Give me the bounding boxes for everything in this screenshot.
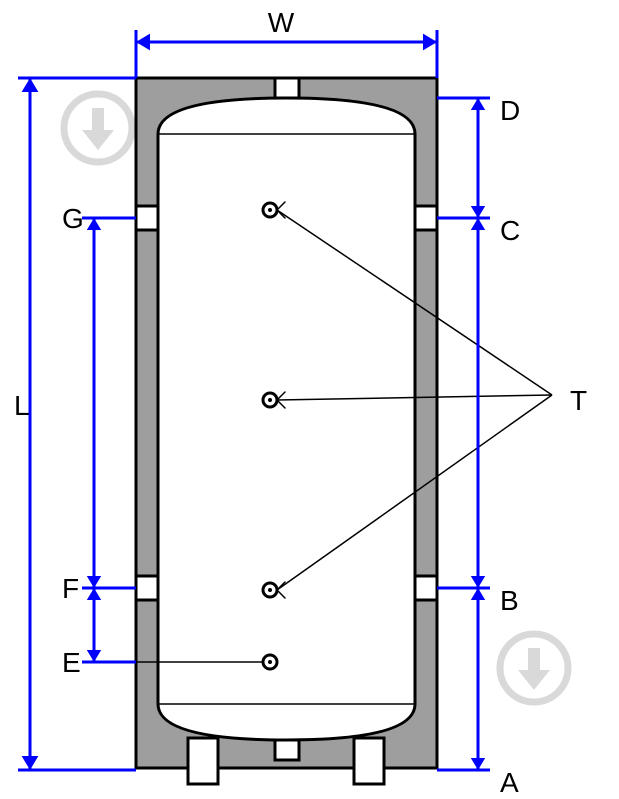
label-E: E [62, 647, 81, 678]
tank-body [158, 98, 415, 740]
label-B: B [500, 585, 519, 616]
port-nipple-bottom [275, 740, 299, 760]
diagram-stage: T W L D C B A G F E [0, 0, 619, 799]
tank-foot [354, 738, 384, 784]
label-G: G [62, 203, 84, 234]
tank-foot [188, 738, 218, 784]
label-A: A [500, 767, 519, 798]
port-nipple-top [275, 78, 299, 98]
label-T: T [570, 385, 587, 416]
label-F: F [62, 573, 79, 604]
diagram-svg: T W L D C B A G F E [0, 0, 619, 799]
port-nipple-right [415, 206, 437, 230]
label-W: W [268, 7, 295, 38]
label-D: D [500, 95, 520, 126]
label-L: L [14, 390, 30, 421]
port-nipple-left [136, 206, 158, 230]
port-nipple-right [415, 576, 437, 600]
label-C: C [500, 215, 520, 246]
port-nipple-left [136, 576, 158, 600]
